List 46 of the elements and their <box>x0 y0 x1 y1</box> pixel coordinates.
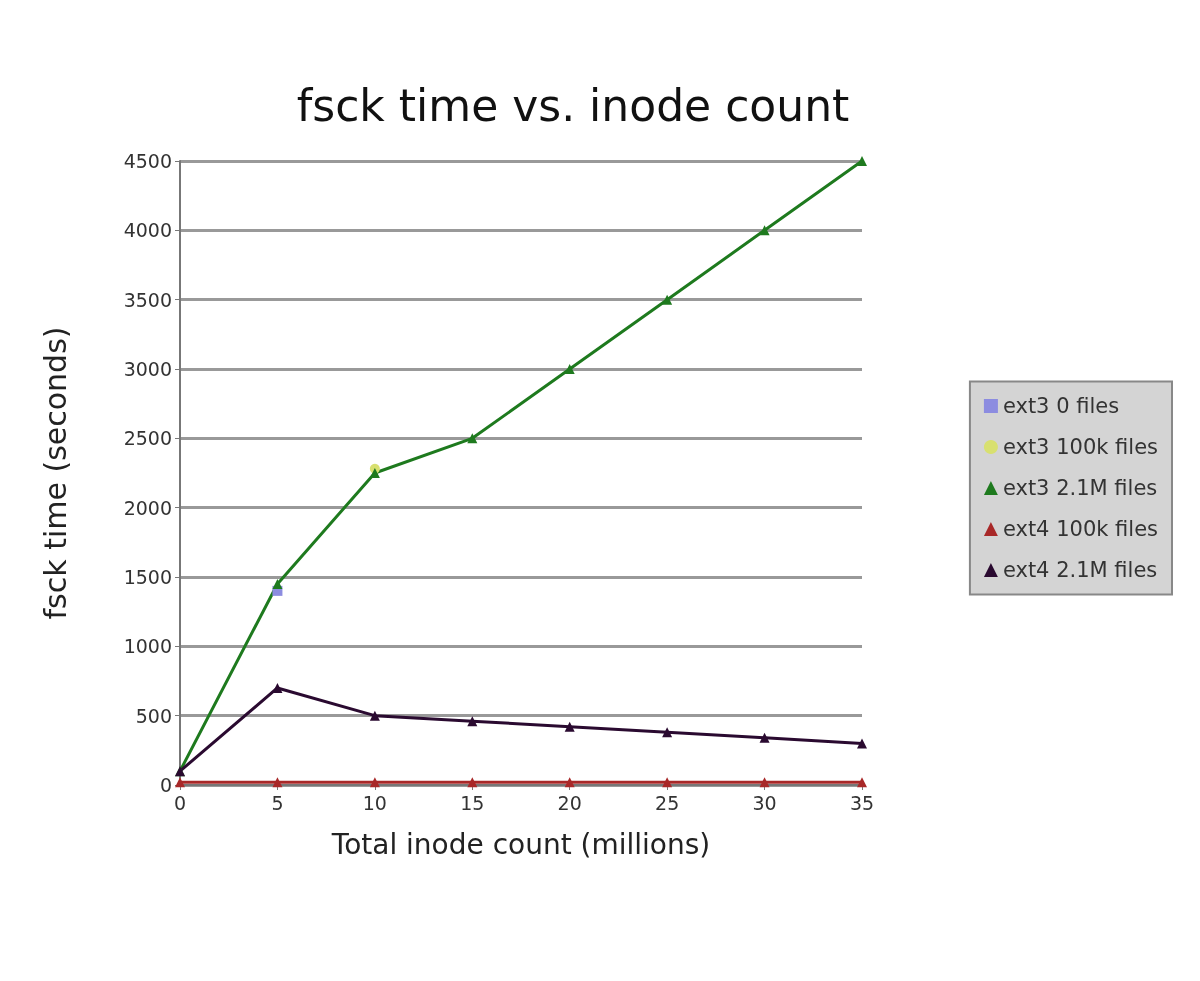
point <box>662 777 673 788</box>
point <box>759 732 770 743</box>
point <box>369 710 380 721</box>
x-tick-label: 25 <box>655 791 680 814</box>
x-tick-label: 15 <box>460 791 485 814</box>
point <box>857 777 867 788</box>
y-tick-label: 500 <box>135 704 172 727</box>
legend-label: ext4 2.1M files <box>1002 558 1158 582</box>
point <box>857 156 867 166</box>
x-tick-label: 20 <box>557 791 582 814</box>
point <box>759 777 770 788</box>
y-tick-label: 3000 <box>123 358 172 380</box>
y-tick-label: 4500 <box>123 150 172 172</box>
y-tick-label: 0 <box>159 774 172 796</box>
y-tick-label: 4000 <box>123 219 172 242</box>
point <box>272 777 283 788</box>
y-tick-label: 3500 <box>123 288 172 311</box>
point <box>467 433 478 444</box>
point <box>369 777 380 788</box>
point <box>564 364 575 374</box>
y-tick-label: 2500 <box>123 427 172 450</box>
x-tick-label: 10 <box>362 791 387 814</box>
point <box>564 721 575 732</box>
y-tick-label: 2000 <box>123 496 172 519</box>
point <box>467 777 478 788</box>
point <box>857 738 867 749</box>
point <box>662 727 673 738</box>
legend-label: ext3 2.1M files <box>1002 476 1158 500</box>
legend-label: ext3 0 files <box>1002 394 1120 418</box>
point <box>272 578 283 589</box>
x-tick-label: 0 <box>173 791 187 814</box>
point <box>564 777 575 788</box>
point <box>175 777 185 788</box>
x-axis-title: Total inode count (millions) <box>330 827 711 861</box>
point <box>662 294 673 305</box>
y-tick-label: 1500 <box>123 566 172 588</box>
x-tick-label: 35 <box>849 791 875 814</box>
y-axis-title: fsck time (seconds) <box>37 326 73 620</box>
x-tick-label: 5 <box>271 791 284 814</box>
legend-label: ext4 100k files <box>1002 517 1158 541</box>
point <box>759 225 770 236</box>
legend-label: ext3 100k files <box>1002 435 1158 459</box>
x-tick-label: 30 <box>752 791 777 814</box>
y-tick-label: 1000 <box>123 635 172 658</box>
point <box>467 716 478 727</box>
chart-title: fsck time vs. inode count <box>296 79 850 131</box>
